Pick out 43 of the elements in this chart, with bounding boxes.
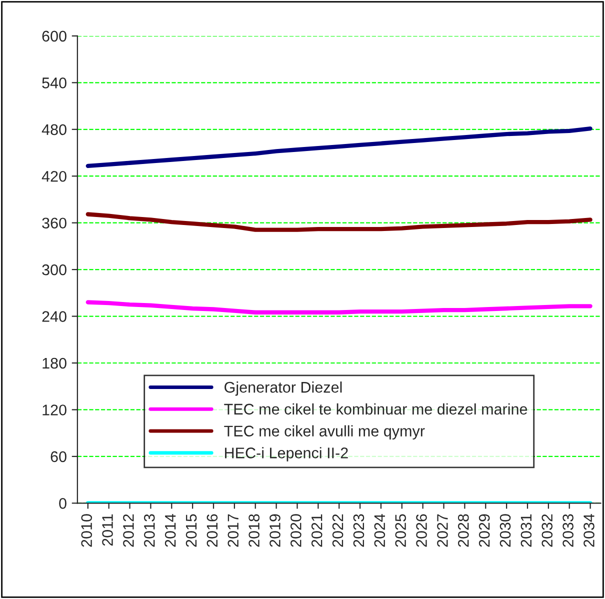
x-tick-label: 2030	[500, 514, 511, 547]
x-tick-label: 2010	[81, 514, 92, 547]
legend-label: Gjenerator Diezel	[224, 381, 342, 396]
x-tick-label: 2027	[437, 514, 448, 547]
y-tick-label: 360	[42, 218, 66, 229]
x-tick-label: 2025	[395, 514, 406, 547]
legend-label: TEC me cikel te kombinuar me diezel marine	[224, 403, 528, 415]
y-tick-label: 120	[42, 404, 66, 416]
line-series	[86, 300, 592, 314]
x-tick-label: 2018	[248, 514, 260, 547]
y-tick-label: 480	[42, 124, 66, 136]
x-tick-label: 2017	[228, 514, 239, 547]
x-tick-label: 2024	[374, 514, 386, 547]
legend-label: HEC-i Lepenci II-2	[225, 447, 348, 462]
x-tick-label: 2014	[164, 514, 176, 547]
x-tick-label: 2034	[584, 514, 594, 547]
x-tick-label: 2033	[562, 514, 574, 547]
x-tick-label: 2011	[102, 514, 113, 546]
y-tick-label: 300	[42, 264, 66, 276]
y-tick-label: 600	[42, 30, 66, 42]
x-tick-label: 2031	[520, 514, 532, 547]
legend-label: TEC me cikel avulli me qymyr	[224, 425, 425, 440]
x-tick-label: 2028	[458, 514, 469, 547]
x-tick-label: 2013	[144, 514, 155, 547]
x-tick-label: 2012	[123, 514, 134, 547]
line-series	[86, 212, 592, 232]
x-tick-label: 2019	[270, 514, 280, 547]
y-tick-label: 420	[42, 170, 66, 182]
y-tick-label: 180	[42, 358, 66, 369]
y-tick-label: 240	[42, 311, 66, 322]
x-tick-label: 2020	[290, 514, 302, 547]
y-tick-label: 540	[42, 78, 66, 88]
y-tick-label: 0	[59, 498, 66, 509]
x-tick-label: 2023	[353, 514, 364, 547]
x-tick-label: 2026	[416, 514, 427, 547]
x-tick-label: 2029	[478, 514, 490, 547]
y-tick-label: 60	[50, 451, 66, 462]
x-tick-label: 2016	[206, 514, 218, 547]
x-tick-label: 2015	[186, 514, 197, 547]
x-tick-label: 2032	[542, 514, 553, 547]
x-tick-label: 2022	[332, 514, 344, 547]
line-series	[86, 126, 592, 168]
x-tick-label: 2021	[311, 514, 322, 547]
